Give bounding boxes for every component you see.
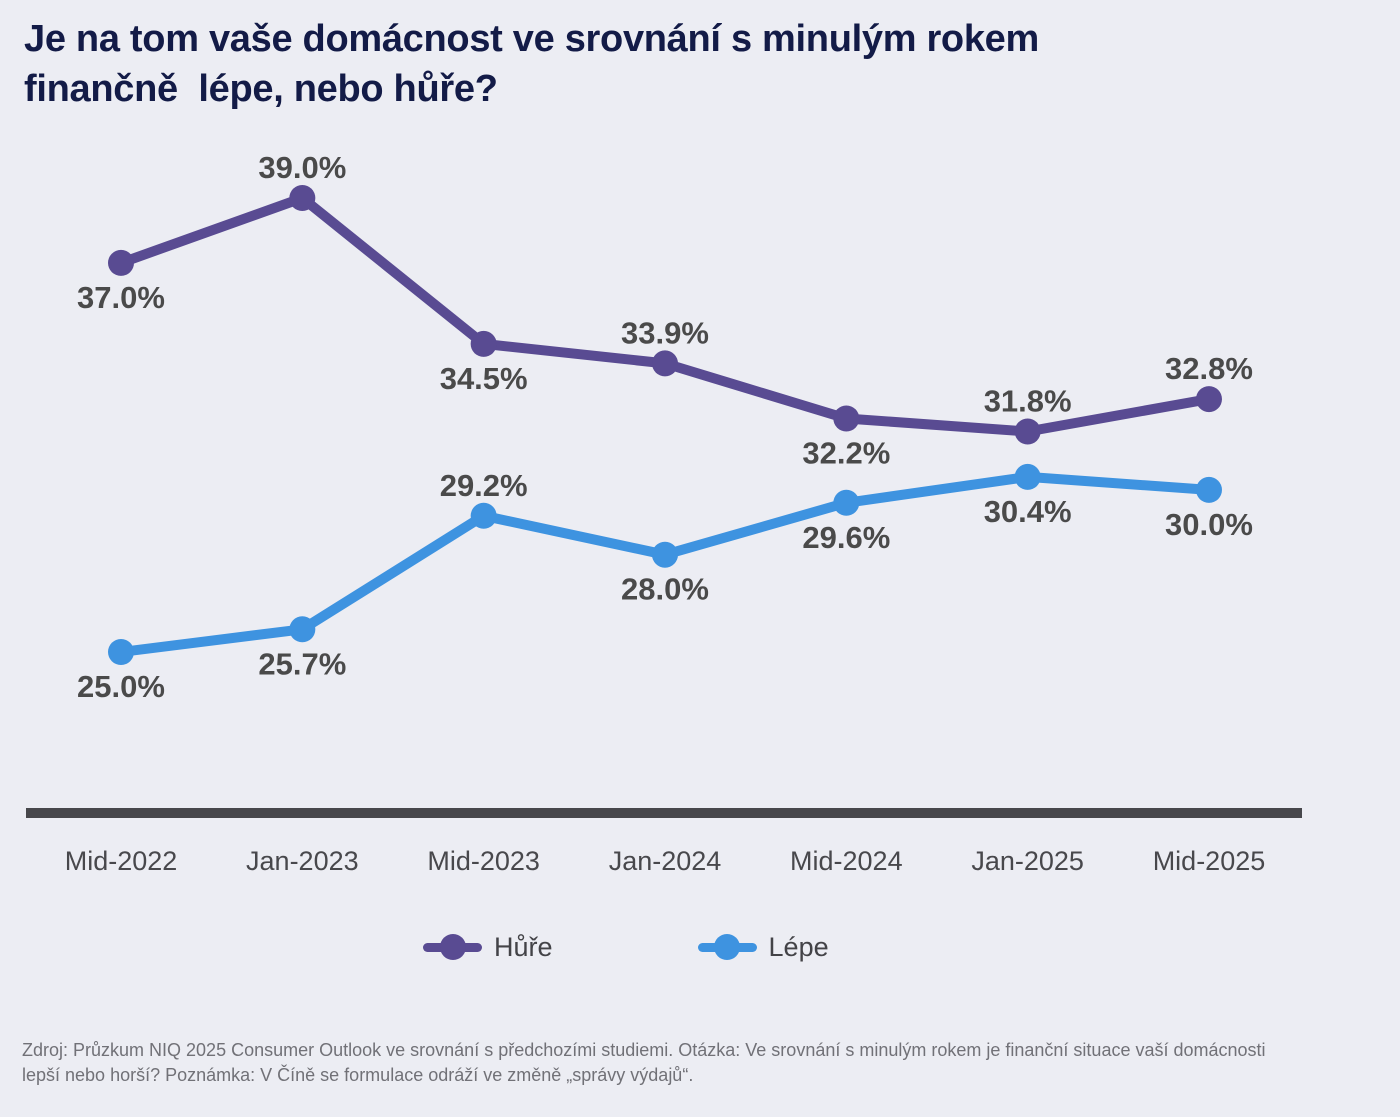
data-label: 32.2%	[802, 436, 890, 471]
lepe-series-marker-icon	[697, 934, 757, 960]
data-label: 29.6%	[802, 520, 890, 555]
legend-item-lepe: Lépe	[697, 931, 829, 963]
source-note: Zdroj: Průzkum NIQ 2025 Consumer Outlook…	[22, 1040, 1266, 1085]
legend: Hůře Lépe	[423, 924, 829, 970]
data-point	[470, 330, 497, 357]
data-label: 39.0%	[258, 150, 346, 185]
x-tick-label: Jan-2024	[609, 846, 722, 876]
lepe-legend-dot	[714, 934, 741, 960]
chart-title-line2: finančně lépe, nebo hůře?	[24, 68, 498, 110]
hure-series-marker-icon	[423, 934, 482, 960]
legend-item-hure: Hůře	[423, 932, 553, 963]
data-point	[108, 639, 134, 665]
chart-title-line1: Je na tom vaše domácnost ve srovnání s m…	[24, 18, 1040, 60]
data-label: 28.0%	[621, 572, 709, 607]
data-label: 32.8%	[1165, 351, 1253, 386]
data-point	[651, 350, 678, 377]
data-point	[289, 616, 316, 643]
x-tick-label: Mid-2025	[1153, 846, 1266, 876]
data-label: 25.0%	[77, 669, 165, 704]
data-point	[833, 405, 860, 432]
data-label: 30.4%	[984, 494, 1072, 529]
x-tick-label: Jan-2025	[971, 846, 1084, 876]
x-tick-label: Mid-2022	[65, 846, 178, 876]
data-point	[1195, 386, 1222, 413]
x-axis-line	[26, 808, 1302, 818]
data-point	[651, 541, 678, 568]
data-label: 37.0%	[77, 280, 165, 315]
x-tick-label: Jan-2023	[246, 846, 359, 876]
legend-label-hure: Hůře	[494, 931, 553, 962]
data-label: 30.0%	[1165, 507, 1253, 542]
x-tick-label: Mid-2023	[427, 846, 540, 876]
data-label: 25.7%	[258, 646, 346, 681]
x-tick-label: Mid-2024	[790, 846, 903, 876]
data-label: 33.9%	[621, 315, 709, 350]
data-point	[470, 502, 497, 529]
hure-legend-dot	[439, 934, 466, 960]
data-point	[1014, 418, 1041, 445]
data-point	[1014, 463, 1041, 490]
data-point	[289, 185, 316, 211]
legend-label-lepe: Lépe	[768, 931, 829, 962]
chart-title: Je na tom vaše domácnost ve srovnání s m…	[24, 14, 1039, 114]
data-label: 29.2%	[440, 468, 528, 503]
data-point	[833, 489, 860, 516]
data-point	[1195, 476, 1222, 503]
data-label: 31.8%	[984, 384, 1072, 419]
data-label: 34.5%	[440, 361, 528, 396]
data-point	[108, 249, 134, 276]
